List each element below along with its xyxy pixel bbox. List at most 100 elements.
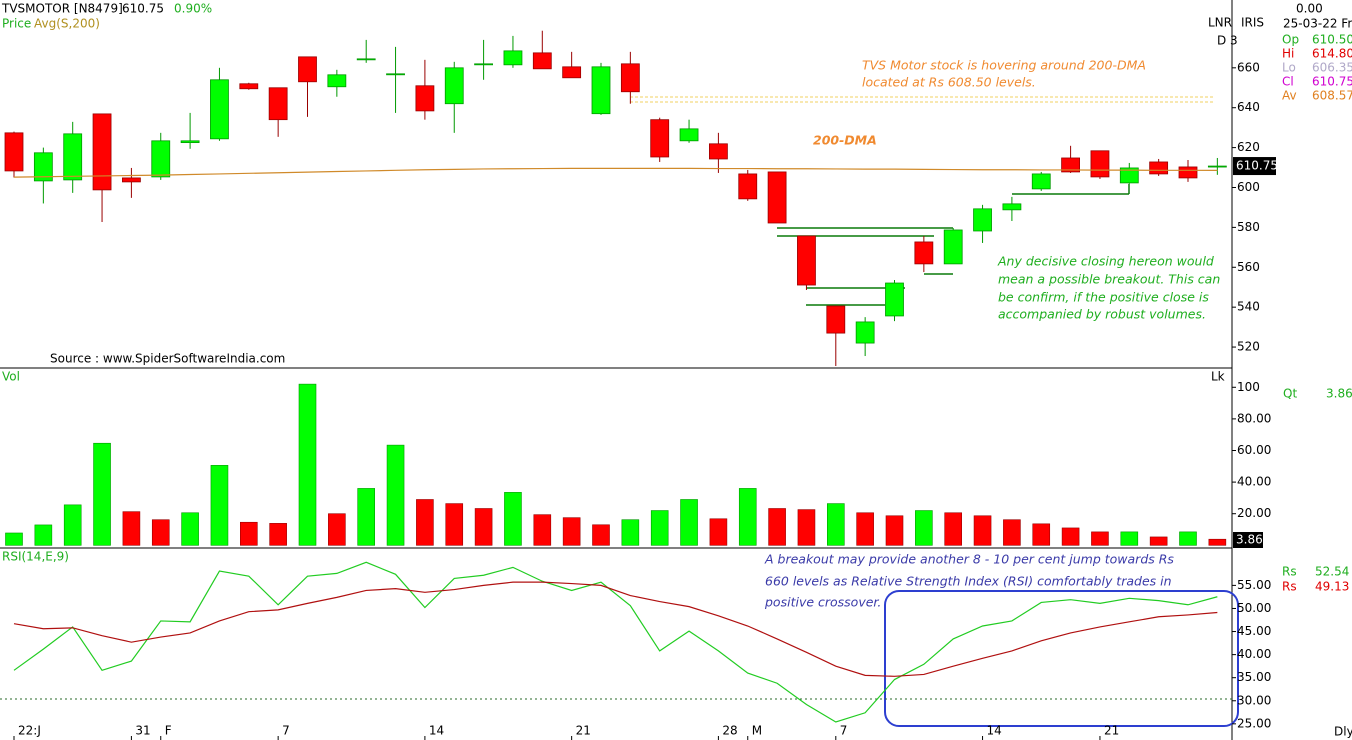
volume-bar	[650, 510, 669, 546]
volume-bar	[915, 510, 933, 546]
candle-body	[1119, 167, 1139, 184]
y-tick-label: 80.00	[1237, 411, 1271, 425]
volume-bar	[1179, 531, 1197, 546]
volume-bar	[93, 442, 111, 546]
line-series	[13, 167, 1218, 178]
candle-body	[386, 73, 405, 76]
candle-body	[503, 50, 523, 66]
x-tick-label: 31	[135, 724, 150, 738]
volume-bar	[122, 511, 141, 546]
x-tick-label: 28	[722, 724, 737, 738]
candle-body	[914, 241, 934, 265]
candle-body	[1207, 165, 1227, 168]
volume-marker-label: 3.86	[1236, 533, 1263, 547]
candle-body	[1178, 166, 1198, 179]
y-tick-label: 620	[1237, 140, 1260, 154]
y-tick-label: 55.00	[1237, 578, 1271, 592]
info-value: 614.80	[1312, 47, 1352, 61]
info-iris: IRIS	[1241, 16, 1264, 30]
volume-bar	[621, 519, 640, 546]
candle-body	[474, 63, 494, 66]
y-tick-label: 640	[1237, 100, 1260, 114]
candle-body	[943, 229, 963, 265]
info-label: Lo	[1282, 61, 1296, 75]
candle-body	[973, 208, 992, 232]
volume-bar	[474, 508, 493, 546]
qt-label: Qt	[1283, 387, 1297, 401]
annotation: located at Rs 608.50 levels.	[862, 75, 1036, 90]
line-series	[13, 561, 1218, 723]
candle-body	[356, 58, 376, 61]
candle-body	[797, 235, 816, 286]
annotation: mean a possible breakout. This can	[998, 272, 1220, 287]
symbol: TVSMOTOR [N8479]	[1, 2, 123, 16]
info-lnr: LNR	[1208, 16, 1232, 30]
price-marker-label: 610.75	[1236, 159, 1278, 173]
candle-body	[1031, 173, 1051, 190]
annotation: accompanied by robust volumes.	[998, 307, 1206, 322]
y-tick-label: 60.00	[1237, 443, 1271, 457]
info-label: Av	[1282, 89, 1297, 103]
info-value: 610.75	[1312, 75, 1352, 89]
volume-bar	[797, 509, 816, 546]
candle-body	[679, 128, 699, 142]
candle-body	[92, 113, 112, 191]
volume-bar	[680, 499, 698, 546]
volume-bar	[34, 524, 53, 546]
info-value: 606.35	[1312, 61, 1352, 75]
info-date: 25-03-22 Fri	[1283, 17, 1352, 31]
x-tick-label: M	[752, 724, 762, 738]
rsi-label: Rs	[1282, 580, 1297, 594]
info-label: Op	[1282, 33, 1299, 47]
y-tick-label: 580	[1237, 220, 1260, 234]
annotation: 200-DMA	[813, 133, 877, 148]
volume-bar	[826, 503, 845, 546]
candle-body	[327, 74, 347, 88]
line-series	[13, 581, 1218, 677]
info-lk: Lk	[1211, 370, 1225, 384]
x-tick-label: 22:J	[18, 724, 41, 738]
candle-body	[63, 133, 83, 181]
price: 610.75	[122, 2, 164, 16]
y-tick-label: 540	[1237, 300, 1260, 314]
candle-body	[298, 56, 317, 83]
qt-value: 3.86	[1326, 387, 1352, 401]
y-tick-label: 40.00	[1237, 475, 1271, 489]
volume-bar	[1061, 527, 1080, 546]
candle-body	[738, 173, 758, 200]
annotation: positive crossover.	[764, 595, 881, 610]
candle-body	[1061, 157, 1080, 173]
volume-bar	[1208, 538, 1227, 546]
volume-bar	[416, 499, 434, 546]
y-tick-label: 520	[1237, 340, 1260, 354]
info-label: Hi	[1282, 47, 1294, 61]
candle-body	[1002, 203, 1022, 211]
annotation: A breakout may provide another 8 - 10 pe…	[764, 552, 1174, 567]
candle-body	[4, 132, 24, 172]
x-tick-label: 7	[282, 724, 290, 738]
info-value: 608.57	[1312, 89, 1352, 103]
volume-bar	[1120, 531, 1139, 546]
candle-body	[239, 83, 259, 90]
volume-bar	[592, 524, 610, 546]
volume-bar	[973, 515, 992, 546]
legend-avg: Avg(S,200)	[34, 17, 100, 31]
volume-bar	[445, 503, 464, 546]
annotation: be confirm, if the positive close is	[998, 290, 1209, 305]
y-tick-label: 35.00	[1237, 670, 1271, 684]
volume-bar	[269, 523, 287, 546]
y-tick-label: 560	[1237, 260, 1260, 274]
candle-body	[767, 171, 787, 224]
y-tick-label: 660	[1237, 60, 1260, 74]
info-d: D 3	[1217, 34, 1238, 48]
highlight-box	[884, 590, 1239, 727]
candle-body	[826, 305, 846, 334]
candle-body	[709, 143, 728, 160]
x-tick-label: 7	[840, 724, 848, 738]
candle-body	[1149, 161, 1169, 175]
x-tick-label: 21	[576, 724, 591, 738]
rsi-label: Rs	[1282, 565, 1297, 579]
volume-bar	[944, 512, 963, 546]
